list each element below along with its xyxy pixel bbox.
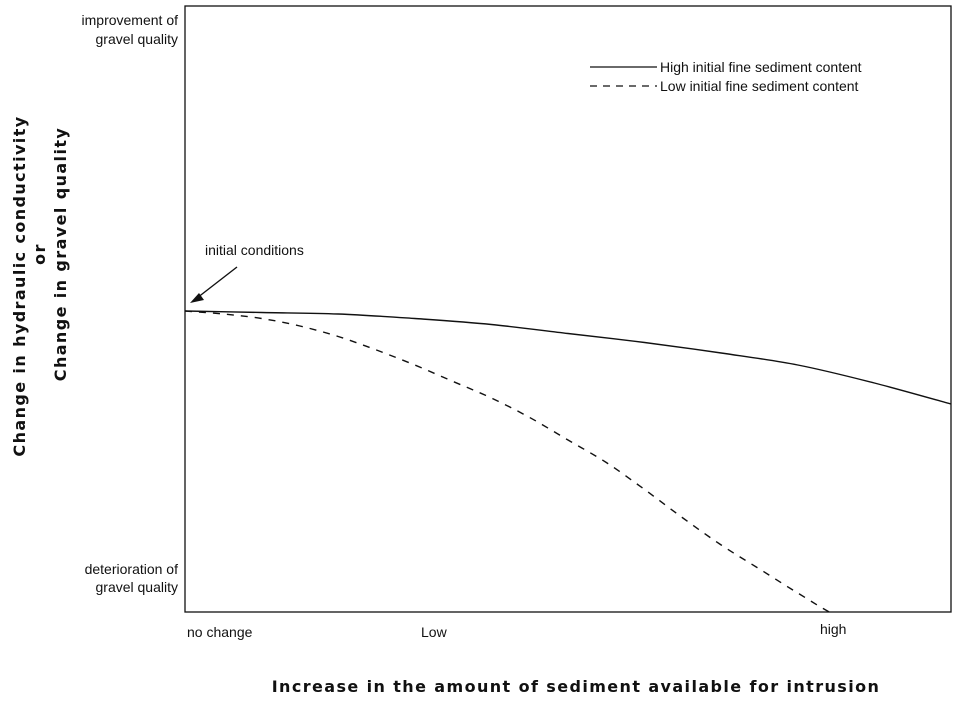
- legend-label-high: High initial fine sediment content: [660, 59, 862, 75]
- y-tick-label-top-line2: gravel quality: [96, 31, 179, 47]
- annotation-arrow-head: [190, 293, 204, 303]
- annotation-initial-conditions: initial conditions: [205, 242, 304, 258]
- y-tick-label-bottom-line1: deterioration of: [85, 561, 179, 577]
- x-axis-title: Increase in the amount of sediment avail…: [272, 677, 881, 696]
- x-tick-label-low: Low: [421, 624, 448, 640]
- y-axis-title-line2: or: [30, 243, 49, 265]
- y-tick-label-bottom-line2: gravel quality: [96, 579, 179, 595]
- x-tick-label-high: high: [820, 621, 846, 637]
- y-axis-title-line3: Change in gravel quality: [51, 127, 70, 381]
- legend: High initial fine sediment content Low i…: [590, 59, 862, 94]
- y-tick-label-top-line1: improvement of: [82, 12, 179, 28]
- series-line-low-initial-fines: [185, 310, 831, 612]
- y-axis-title-line1: Change in hydraulic conductivity: [10, 115, 29, 456]
- plot-frame: [184, 5, 952, 613]
- series-line-high-initial-fines: [185, 310, 951, 405]
- x-tick-label-no-change: no change: [187, 624, 253, 640]
- legend-label-low: Low initial fine sediment content: [660, 78, 859, 94]
- annotation-arrow-shaft: [196, 266, 238, 299]
